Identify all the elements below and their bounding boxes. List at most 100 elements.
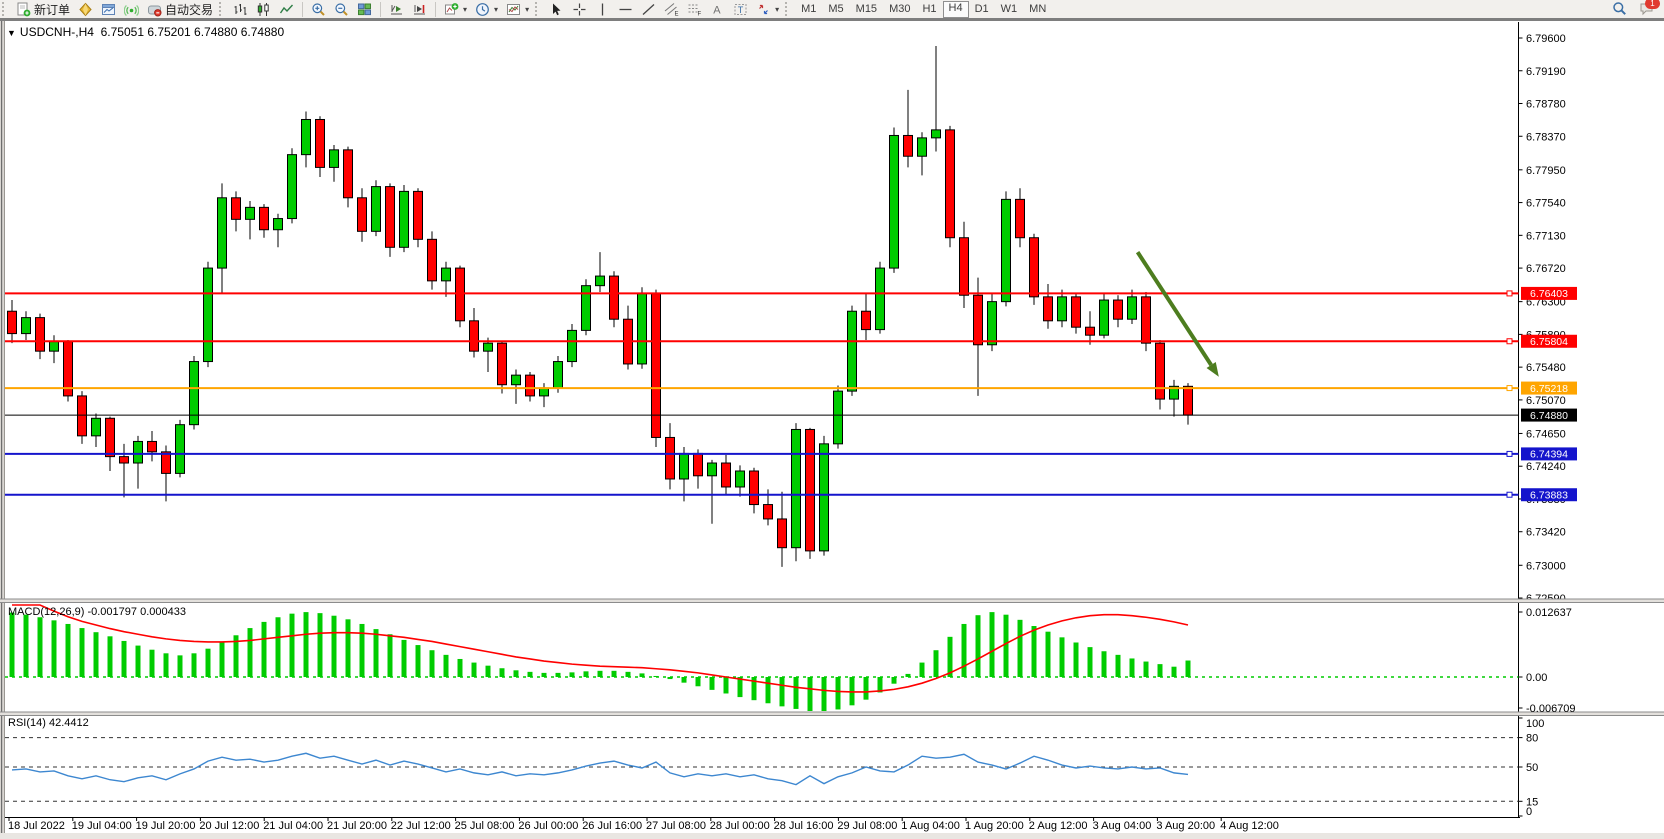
svg-text:6.73883: 6.73883: [1530, 490, 1568, 502]
timeframe-m30-button[interactable]: M30: [889, 2, 911, 15]
timeframe-w1-button[interactable]: W1: [1000, 2, 1018, 15]
svg-text:3 Aug 20:00: 3 Aug 20:00: [1156, 820, 1215, 832]
vertical-line-button[interactable]: [591, 1, 614, 17]
timeframe-h1-button[interactable]: H1: [922, 2, 937, 15]
auto-scroll-button[interactable]: [385, 1, 408, 17]
periods-button[interactable]: ▾: [471, 1, 502, 17]
trendline-icon: [642, 3, 655, 15]
chart-shift-button[interactable]: [408, 1, 431, 17]
svg-text:21 Jul 04:00: 21 Jul 04:00: [263, 820, 323, 832]
zoom-in-button[interactable]: [307, 1, 330, 17]
toolbar-separator: [302, 1, 304, 17]
fibonacci-button[interactable]: F: [683, 1, 706, 17]
svg-text:-0.006709: -0.006709: [1526, 703, 1576, 715]
svg-text:19 Jul 04:00: 19 Jul 04:00: [72, 820, 132, 832]
svg-text:15: 15: [1526, 796, 1538, 808]
new-order-button[interactable]: 新订单: [12, 1, 74, 17]
gold-gem-icon: [79, 2, 92, 16]
chart-title: ▼ USDCNH-,H4 6.75051 6.75201 6.74880 6.74…: [7, 25, 284, 39]
svg-text:6.79190: 6.79190: [1526, 66, 1566, 78]
toolbar-grip[interactable]: [219, 2, 225, 16]
charts-window-button[interactable]: [97, 1, 120, 17]
rsi-indicator-label: RSI(14) 42.4412: [8, 717, 89, 729]
gold-gem-button[interactable]: [74, 1, 97, 17]
svg-text:6.76720: 6.76720: [1526, 263, 1566, 275]
svg-text:21 Jul 20:00: 21 Jul 20:00: [327, 820, 387, 832]
text-button[interactable]: A: [706, 1, 729, 17]
indicators-button[interactable]: ▾: [440, 1, 471, 17]
cursor-icon: [553, 3, 561, 15]
templates-button[interactable]: ▾: [502, 1, 533, 17]
svg-text:50: 50: [1526, 762, 1538, 774]
equidistant-channel-icon: E: [664, 2, 679, 17]
equidistant-channel-button[interactable]: E: [660, 1, 683, 17]
crosshair-button[interactable]: [568, 1, 591, 17]
svg-text:6.77540: 6.77540: [1526, 198, 1566, 210]
chart-symbol-period: USDCNH-,H4: [19, 25, 94, 39]
collapse-triangle-icon[interactable]: ▼: [7, 28, 16, 38]
autotrading-icon: [148, 5, 162, 17]
chevron-down-icon[interactable]: ▾: [494, 4, 499, 14]
svg-text:A: A: [713, 4, 721, 16]
svg-text:20 Jul 12:00: 20 Jul 12:00: [199, 820, 259, 832]
svg-text:6.75804: 6.75804: [1530, 336, 1568, 348]
candlestick-chart-button[interactable]: [252, 1, 275, 17]
svg-text:6.76403: 6.76403: [1530, 288, 1568, 300]
timeframe-h4-button[interactable]: H4: [942, 0, 969, 18]
main-toolbar: 新订单 自动交易: [0, 0, 1664, 21]
svg-text:80: 80: [1526, 733, 1538, 745]
timeframe-m1-button[interactable]: M1: [801, 2, 817, 15]
autotrading-button[interactable]: 自动交易: [143, 1, 217, 17]
pane-splitter-macd[interactable]: [0, 597, 1664, 603]
svg-text:6.77950: 6.77950: [1526, 165, 1566, 177]
bar-chart-icon: [234, 3, 247, 15]
signals-button[interactable]: [120, 1, 143, 17]
svg-text:19 Jul 20:00: 19 Jul 20:00: [136, 820, 196, 832]
svg-text:4 Aug 12:00: 4 Aug 12:00: [1220, 820, 1279, 832]
svg-text:22 Jul 12:00: 22 Jul 12:00: [391, 820, 451, 832]
svg-text:6.74240: 6.74240: [1526, 461, 1566, 473]
zoom-out-button[interactable]: [330, 1, 353, 17]
toolbar-grip[interactable]: [785, 2, 791, 16]
chevron-down-icon[interactable]: ▾: [525, 4, 530, 14]
toolbar-grip[interactable]: [2, 2, 8, 16]
clock-icon: [476, 2, 489, 16]
new-order-label: 新订单: [34, 2, 71, 17]
timeframe-m5-button[interactable]: M5: [828, 2, 844, 15]
svg-text:6.75218: 6.75218: [1530, 383, 1568, 395]
bar-chart-button[interactable]: [229, 1, 252, 17]
timeframe-m15-button[interactable]: M15: [855, 2, 878, 15]
macd-indicator-label: MACD(12,26,9) -0.001797 0.000433: [8, 606, 186, 618]
svg-text:T: T: [738, 5, 744, 15]
svg-text:3 Aug 04:00: 3 Aug 04:00: [1093, 820, 1152, 832]
text-icon: A: [713, 4, 721, 16]
line-chart-button[interactable]: [275, 1, 298, 17]
trendline-button[interactable]: [637, 1, 660, 17]
chart-ohlc-quotes: 6.75051 6.75201 6.74880 6.74880: [100, 25, 285, 39]
svg-text:29 Jul 08:00: 29 Jul 08:00: [837, 820, 897, 832]
svg-text:6.73000: 6.73000: [1526, 560, 1566, 572]
svg-text:18 Jul 2022: 18 Jul 2022: [8, 820, 65, 832]
svg-text:25 Jul 08:00: 25 Jul 08:00: [455, 820, 515, 832]
svg-text:27 Jul 08:00: 27 Jul 08:00: [646, 820, 706, 832]
auto-scroll-icon: [391, 4, 403, 14]
svg-text:6.78370: 6.78370: [1526, 131, 1566, 143]
pane-splitter-rsi[interactable]: [0, 709, 1664, 715]
search-icon[interactable]: [1612, 1, 1627, 16]
svg-text:6.74650: 6.74650: [1526, 428, 1566, 440]
horizontal-line-button[interactable]: [614, 1, 637, 17]
chevron-down-icon[interactable]: ▾: [463, 4, 468, 14]
toolbar-grip[interactable]: [535, 2, 541, 16]
chevron-down-icon[interactable]: ▾: [775, 4, 780, 14]
timeframe-d1-button[interactable]: D1: [974, 2, 989, 15]
text-label-button[interactable]: T: [729, 1, 752, 17]
tile-windows-button[interactable]: [353, 1, 376, 17]
arrows-button[interactable]: ▾: [752, 1, 783, 17]
tile-windows-icon: [358, 3, 372, 15]
cursor-button[interactable]: [545, 1, 568, 17]
timeframe-mn-button[interactable]: MN: [1029, 2, 1047, 15]
notifications-button[interactable]: 1: [1639, 0, 1660, 16]
